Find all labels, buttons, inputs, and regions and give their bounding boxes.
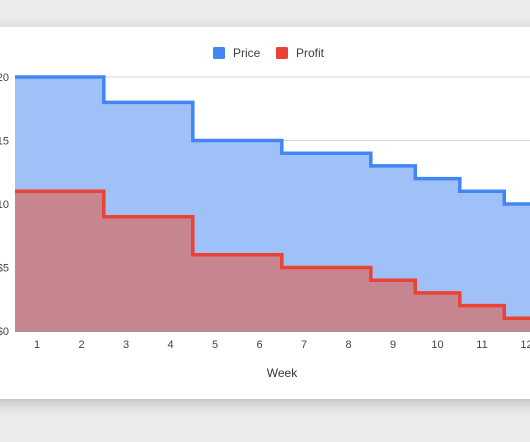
legend[interactable]: Price Profit — [213, 46, 325, 60]
x-axis-title: Week — [267, 366, 298, 380]
y-tick-label: $20 — [0, 72, 9, 84]
legend-label: Profit — [296, 46, 325, 60]
x-tick-label: 12 — [520, 339, 530, 351]
y-tick-label: $10 — [0, 199, 9, 211]
x-tick-label: 7 — [301, 339, 307, 351]
x-tick-label: 4 — [167, 339, 173, 351]
legend-swatch — [276, 47, 288, 59]
x-tick-label: 3 — [123, 339, 129, 351]
x-tick-label: 2 — [78, 339, 84, 351]
x-tick-label: 5 — [212, 339, 218, 351]
series-areas — [15, 77, 530, 331]
y-tick-label: $0 — [0, 326, 9, 338]
x-tick-label: 11 — [476, 339, 487, 351]
x-tick-label: 6 — [256, 339, 262, 351]
x-tick-label: 9 — [390, 339, 396, 351]
y-tick-label: $5 — [0, 263, 9, 275]
profit-area — [15, 191, 530, 331]
x-tick-label: 8 — [345, 339, 351, 351]
legend-item-profit[interactable]: Profit — [276, 46, 325, 60]
x-tick-labels: 1 2 3 4 5 6 7 8 9 10 11 12 — [34, 339, 530, 351]
x-tick-label: 10 — [431, 339, 443, 351]
series-lines — [15, 75, 530, 321]
y-tick-labels: $0 $5 $10 $15 $20 — [0, 72, 9, 338]
x-tick-label: 1 — [34, 339, 40, 351]
legend-item-price[interactable]: Price — [213, 46, 261, 60]
legend-label: Price — [233, 46, 261, 60]
legend-swatch — [213, 47, 225, 59]
price-series-line[interactable] — [15, 75, 530, 206]
profit-series-line[interactable] — [15, 189, 530, 321]
y-tick-label: $15 — [0, 136, 9, 148]
